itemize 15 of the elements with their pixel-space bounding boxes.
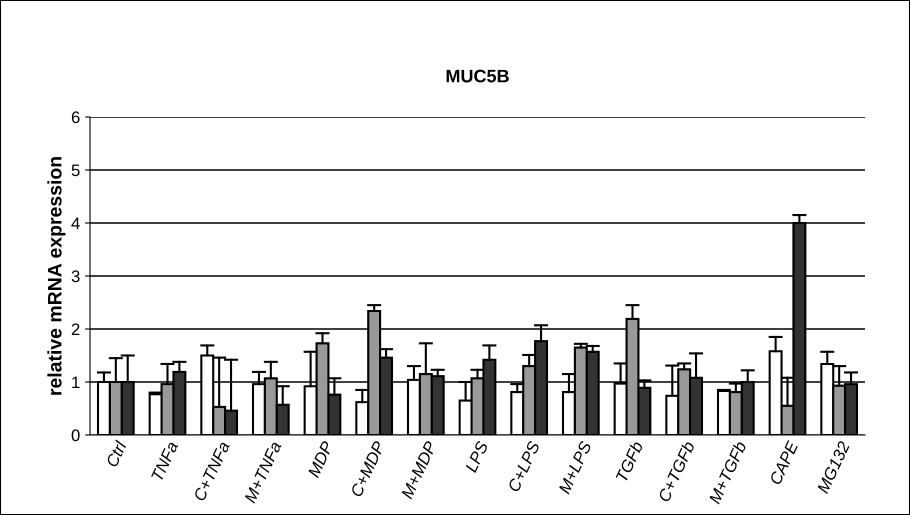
y-tick-label: 0: [72, 429, 80, 442]
chart-title: MUC5B: [446, 70, 509, 82]
x-tick-label: TGFb: [615, 440, 644, 482]
x-tick-label: LPS: [464, 440, 489, 474]
x-tick-label: Ctrl: [105, 440, 128, 468]
y-tick-label: 4: [71, 218, 80, 230]
x-tick-label: MDP: [308, 440, 334, 478]
x-tick-label: CAPE: [769, 440, 799, 486]
y-tick-label: 1: [72, 376, 80, 388]
y-tick-label: 5: [72, 164, 80, 176]
y-tick-label: 3: [72, 270, 80, 282]
x-tick-label: TNFa: [151, 440, 178, 482]
y-tick-label: 2: [72, 323, 80, 336]
y-axis-title: relative mRNA expression: [47, 157, 66, 395]
y-tick-label: 6: [72, 111, 80, 124]
